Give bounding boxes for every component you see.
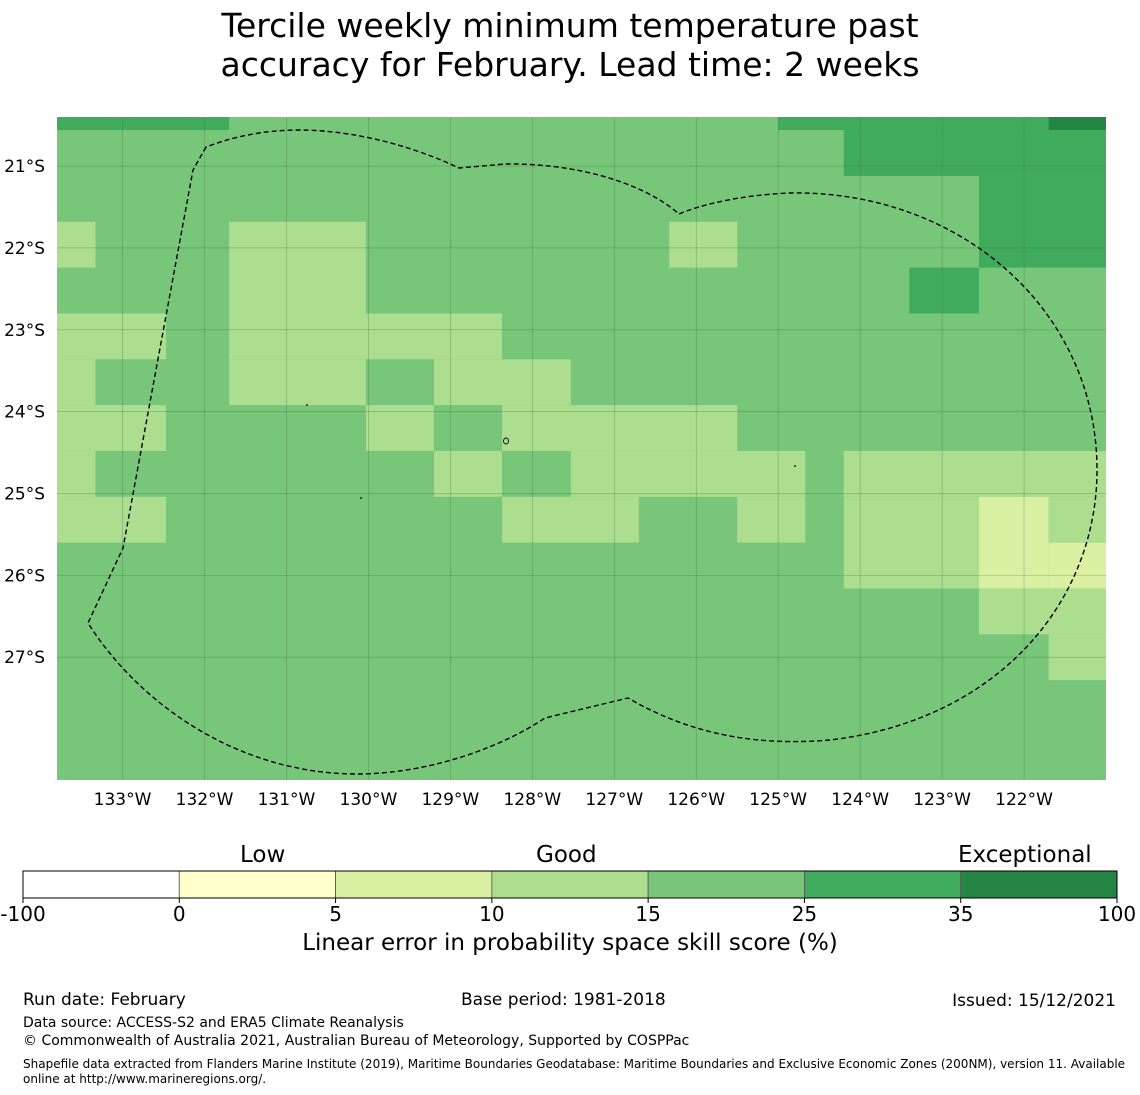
lon-tick-label: 124°W	[831, 790, 889, 810]
colorbar-tick-label: -100	[0, 902, 45, 926]
lat-tick-label: 21°S	[4, 157, 45, 177]
lon-tick-label: 133°W	[94, 790, 152, 810]
map-cell	[365, 405, 434, 451]
colorbar-tick-label: 25	[792, 902, 817, 926]
map-cells	[57, 117, 1106, 780]
lat-tick-label: 23°S	[4, 321, 45, 341]
map-cell	[57, 359, 96, 406]
colorbar-category-exceptional: Exceptional	[958, 842, 1092, 868]
lat-tick-label: 25°S	[4, 485, 45, 505]
map-cell	[57, 117, 230, 131]
colorbar-title: Linear error in probability space skill …	[302, 930, 838, 956]
lon-tick-label: 129°W	[421, 790, 479, 810]
map-cell	[978, 588, 1106, 635]
map-axis-labels: 133°W 132°W 131°W 130°W 129°W 128°W 127°W 126°W…	[4, 157, 1053, 810]
lon-tick-label: 131°W	[258, 790, 316, 810]
island-marker	[503, 437, 509, 445]
map-cell	[229, 313, 503, 360]
colorbar-segment	[22, 870, 180, 899]
lon-tick-label: 127°W	[585, 790, 643, 810]
map-cell	[229, 359, 366, 406]
colorbar-segment	[491, 870, 649, 899]
map-cell	[502, 405, 738, 451]
map-cell	[843, 130, 1106, 176]
colorbar-category-good: Good	[536, 842, 597, 868]
colorbar-tick-label: 10	[479, 902, 504, 926]
colorbar-tick-label: 35	[948, 902, 973, 926]
title-line-2: accuracy for February. Lead time: 2 week…	[220, 45, 920, 84]
lon-tick-label: 128°W	[503, 790, 561, 810]
map-cell	[57, 313, 166, 360]
lat-tick-label: 26°S	[4, 566, 45, 586]
map-cell	[433, 450, 503, 497]
map-cell	[737, 496, 806, 543]
island-markers	[306, 404, 796, 499]
shapefile-credit-line-1: Shapefile data extracted from Flanders M…	[23, 1057, 1126, 1071]
lat-tick-label: 27°S	[4, 648, 45, 668]
colorbar-segment	[647, 870, 805, 899]
lon-tick-label: 123°W	[913, 790, 971, 810]
map-cell	[978, 175, 1106, 268]
colorbar-segment	[335, 870, 493, 899]
colorbar-tick-label: 5	[329, 902, 342, 926]
lon-tick-label: 126°W	[667, 790, 725, 810]
data-source: Data source: ACCESS-S2 and ERA5 Climate …	[23, 1015, 404, 1031]
lat-tick-label: 24°S	[4, 403, 45, 423]
map-cell	[57, 496, 166, 543]
map-cell	[570, 450, 806, 497]
map-cell	[57, 450, 96, 497]
title-line-1: Tercile weekly minimum temperature past	[221, 6, 919, 45]
lat-tick-label: 22°S	[4, 239, 45, 259]
issued-date: Issued: 15/12/2021	[952, 991, 1116, 1011]
run-date: Run date: February	[23, 990, 186, 1010]
island-marker	[306, 404, 308, 406]
lon-tick-label: 130°W	[340, 790, 398, 810]
colorbar-tick-label: 100	[1098, 902, 1136, 926]
map-cell	[502, 496, 639, 543]
map-cell	[669, 221, 738, 268]
chart-title: Tercile weekly minimum temperature past …	[0, 6, 1140, 84]
eez-boundary	[87, 129, 1098, 775]
map-cell	[433, 359, 571, 406]
copyright: © Commonwealth of Australia 2021, Austra…	[23, 1033, 690, 1049]
map-cell	[57, 221, 96, 268]
colorbar-tick-label: 15	[635, 902, 660, 926]
map-cell	[1048, 542, 1106, 589]
colorbar-tick-label: 0	[173, 902, 186, 926]
colorbar-frame	[22, 870, 1118, 899]
map-cell	[229, 221, 366, 314]
shapefile-credit-line-2: online at http://www.marineregions.org/.	[23, 1072, 267, 1086]
map-cell	[1048, 634, 1106, 681]
colorbar-segment	[960, 870, 1118, 899]
base-period: Base period: 1981-2018	[461, 990, 666, 1010]
map-cell	[978, 496, 1049, 589]
map-cell	[1048, 496, 1106, 543]
island-marker	[360, 497, 362, 499]
map-cell	[843, 496, 979, 589]
map-cell	[1048, 117, 1106, 131]
map-cell	[843, 450, 1106, 497]
map-cell	[909, 267, 979, 314]
island-marker	[794, 465, 796, 467]
lon-tick-label: 122°W	[995, 790, 1053, 810]
colorbar-category-low: Low	[240, 842, 286, 868]
lon-tick-label: 132°W	[176, 790, 234, 810]
colorbar-segment	[178, 870, 336, 899]
colorbar: -100 0 5 10 15 25 35 100	[0, 870, 1136, 926]
lon-tick-label: 125°W	[749, 790, 807, 810]
map-cell	[778, 117, 1049, 131]
map-cell	[57, 405, 166, 451]
map-gridlines	[57, 117, 1106, 780]
colorbar-segment	[804, 870, 962, 899]
